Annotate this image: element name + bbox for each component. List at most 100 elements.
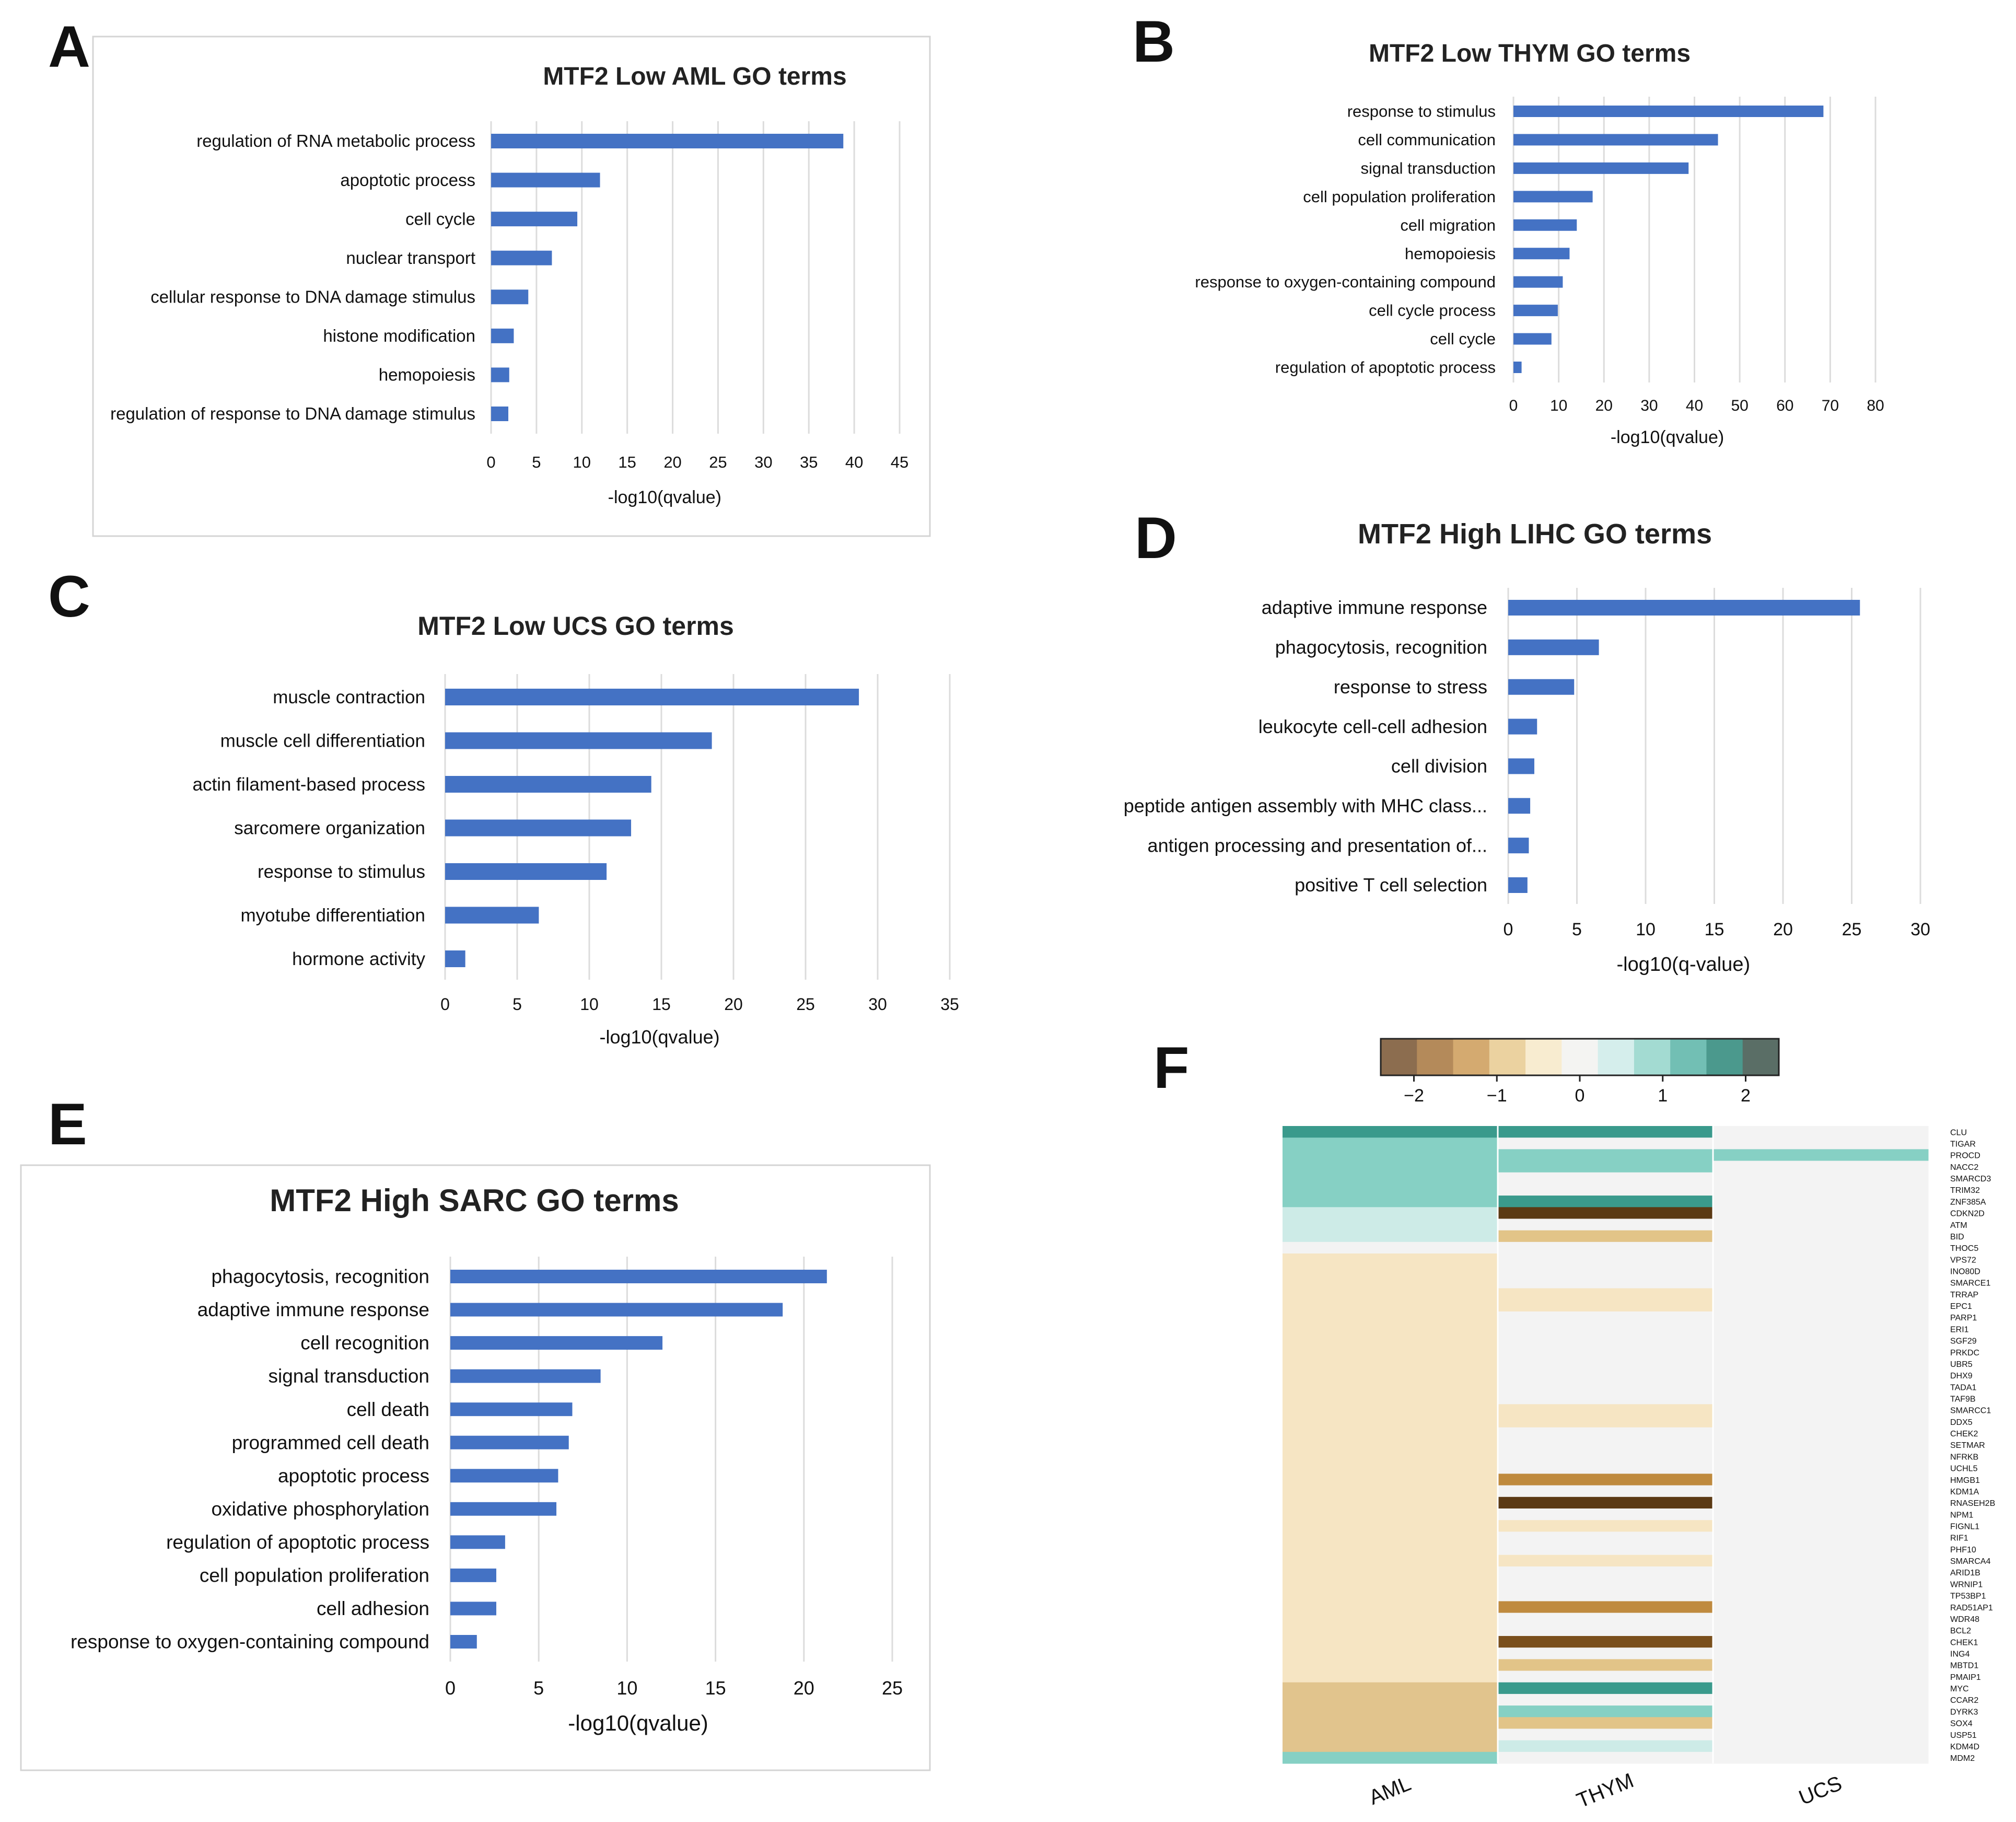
chart-d-category-label: adaptive immune response — [1262, 597, 1487, 618]
chart-d-bar — [1508, 877, 1528, 893]
chart-e-category-label: phagocytosis, recognition — [211, 1266, 429, 1287]
chart-a-category-label: regulation of response to DNA damage sti… — [110, 404, 475, 423]
heatmap-cell — [1498, 1543, 1714, 1556]
heatmap-gene-label: ZNF385A — [1950, 1198, 1986, 1206]
heatmap-cell — [1713, 1462, 1929, 1474]
chart-c-category-label: hormone activity — [292, 949, 425, 969]
chart-e-bar — [450, 1502, 557, 1516]
heatmap-gene-label: WDR48 — [1950, 1615, 1979, 1624]
heatmap-gene-label: TP53BP1 — [1950, 1592, 1986, 1601]
chart-e-category-label: signal transduction — [268, 1365, 429, 1387]
heatmap-gene-label: DDX5 — [1950, 1418, 1973, 1427]
chart-c-tick-label: 30 — [868, 995, 887, 1014]
chart-e-tick-label: 5 — [533, 1677, 544, 1699]
heatmap-cell — [1713, 1299, 1929, 1312]
heatmap-cell — [1713, 1543, 1929, 1556]
heatmap-cell — [1713, 1624, 1929, 1637]
heatmap-cell — [1498, 1636, 1714, 1648]
chart-a-tick-label: 15 — [618, 453, 636, 471]
heatmap-cell — [1498, 1473, 1714, 1486]
chart-d-category-label: leukocyte cell-cell adhesion — [1258, 716, 1487, 737]
heatmap-cell — [1498, 1241, 1714, 1254]
chart-d-bar — [1508, 798, 1531, 814]
heatmap-cell — [1283, 1369, 1498, 1382]
heatmap-cell — [1283, 1218, 1498, 1231]
heatmap-cell — [1498, 1404, 1714, 1417]
heatmap-cell — [1498, 1728, 1714, 1741]
chart-a-bar — [491, 172, 600, 188]
chart-a-tick-label: 10 — [573, 453, 591, 471]
chart-b-tick-label: 80 — [1867, 397, 1884, 414]
heatmap-cell — [1498, 1427, 1714, 1440]
heatmap-cell — [1498, 1670, 1714, 1683]
heatmap-cell — [1283, 1705, 1498, 1717]
colorbar-swatch — [1634, 1039, 1671, 1075]
heatmap-cell — [1283, 1254, 1498, 1266]
panel-label-f: F — [1153, 1035, 1189, 1100]
colorbar-swatch — [1453, 1039, 1490, 1075]
heatmap-cell — [1283, 1647, 1498, 1659]
chart-d-tick-label: 15 — [1705, 920, 1724, 939]
heatmap-cell — [1283, 1404, 1498, 1417]
heatmap-cell — [1498, 1311, 1714, 1324]
chart-a-frame — [92, 36, 931, 537]
chart-a-tick-label: 25 — [709, 453, 727, 471]
heatmap-cell — [1498, 1450, 1714, 1463]
heatmap-gene-label: THOC5 — [1950, 1244, 1978, 1253]
heatmap-cell — [1713, 1485, 1929, 1498]
heatmap-gene-label: HMGB1 — [1950, 1476, 1980, 1485]
heatmap-gene-label: SMARCC1 — [1950, 1407, 1991, 1415]
chart-b-tick-label: 0 — [1509, 397, 1518, 414]
heatmap-cell — [1713, 1218, 1929, 1231]
chart-c-tick-label: 25 — [796, 995, 815, 1014]
heatmap-cell — [1283, 1196, 1498, 1208]
heatmap-cell — [1498, 1485, 1714, 1498]
heatmap-gene-label: NACC2 — [1950, 1163, 1978, 1172]
heatmap-gene-label: CLU — [1950, 1128, 1967, 1137]
heatmap-gene-label: ARID1B — [1950, 1569, 1980, 1577]
chart-a-tick-label: 5 — [532, 453, 541, 471]
chart-d-tick-label: 25 — [1842, 920, 1862, 939]
chart-d-bar — [1508, 639, 1599, 655]
heatmap-cell — [1283, 1299, 1498, 1312]
chart-e-bar — [450, 1535, 505, 1549]
chart-d-category-label: cell division — [1391, 756, 1487, 777]
chart-c-category-label: myotube differentiation — [241, 905, 425, 925]
chart-a-tick-label: 40 — [845, 453, 863, 471]
heatmap-cell — [1713, 1369, 1929, 1382]
chart-c-category-label: response to stimulus — [258, 862, 425, 882]
chart-e-bar — [450, 1635, 477, 1649]
chart-b-category-label: hemopoiesis — [1405, 245, 1496, 263]
heatmap-cell — [1713, 1496, 1929, 1509]
heatmap-cell — [1713, 1717, 1929, 1729]
chart-c-tick-label: 15 — [652, 995, 671, 1014]
chart-e-bar — [450, 1568, 496, 1582]
heatmap-cell — [1283, 1531, 1498, 1544]
heatmap-gene-label: WRNIP1 — [1950, 1580, 1983, 1589]
heatmap-gene-label: PROCD — [1950, 1152, 1980, 1160]
chart-d-tick-label: 0 — [1504, 920, 1513, 939]
heatmap-cell — [1498, 1520, 1714, 1532]
colorbar-swatch — [1742, 1039, 1779, 1075]
colorbar-swatch — [1561, 1039, 1599, 1075]
heatmap-gene-label: ATM — [1950, 1221, 1967, 1230]
heatmap-cell — [1283, 1241, 1498, 1254]
heatmap-cell — [1713, 1438, 1929, 1451]
heatmap-cell — [1498, 1288, 1714, 1301]
heatmap-cell — [1498, 1612, 1714, 1625]
heatmap-cell — [1498, 1659, 1714, 1672]
chart-a-category-label: regulation of RNA metabolic process — [196, 131, 475, 150]
heatmap-gene-label: PMAIP1 — [1950, 1673, 1981, 1682]
heatmap-cell — [1498, 1323, 1714, 1335]
heatmap-cell — [1498, 1717, 1714, 1729]
heatmap-cell — [1498, 1554, 1714, 1567]
heatmap-cell — [1498, 1566, 1714, 1579]
heatmap-cell — [1283, 1589, 1498, 1601]
chart-e-category-label: cell adhesion — [317, 1598, 429, 1619]
chart-b-bar — [1513, 134, 1718, 146]
colorbar-tick-label: 1 — [1658, 1086, 1668, 1106]
chart-b-bar — [1513, 248, 1570, 260]
heatmap-cell — [1713, 1751, 1929, 1764]
heatmap-cell — [1498, 1160, 1714, 1173]
heatmap-cell — [1283, 1520, 1498, 1532]
